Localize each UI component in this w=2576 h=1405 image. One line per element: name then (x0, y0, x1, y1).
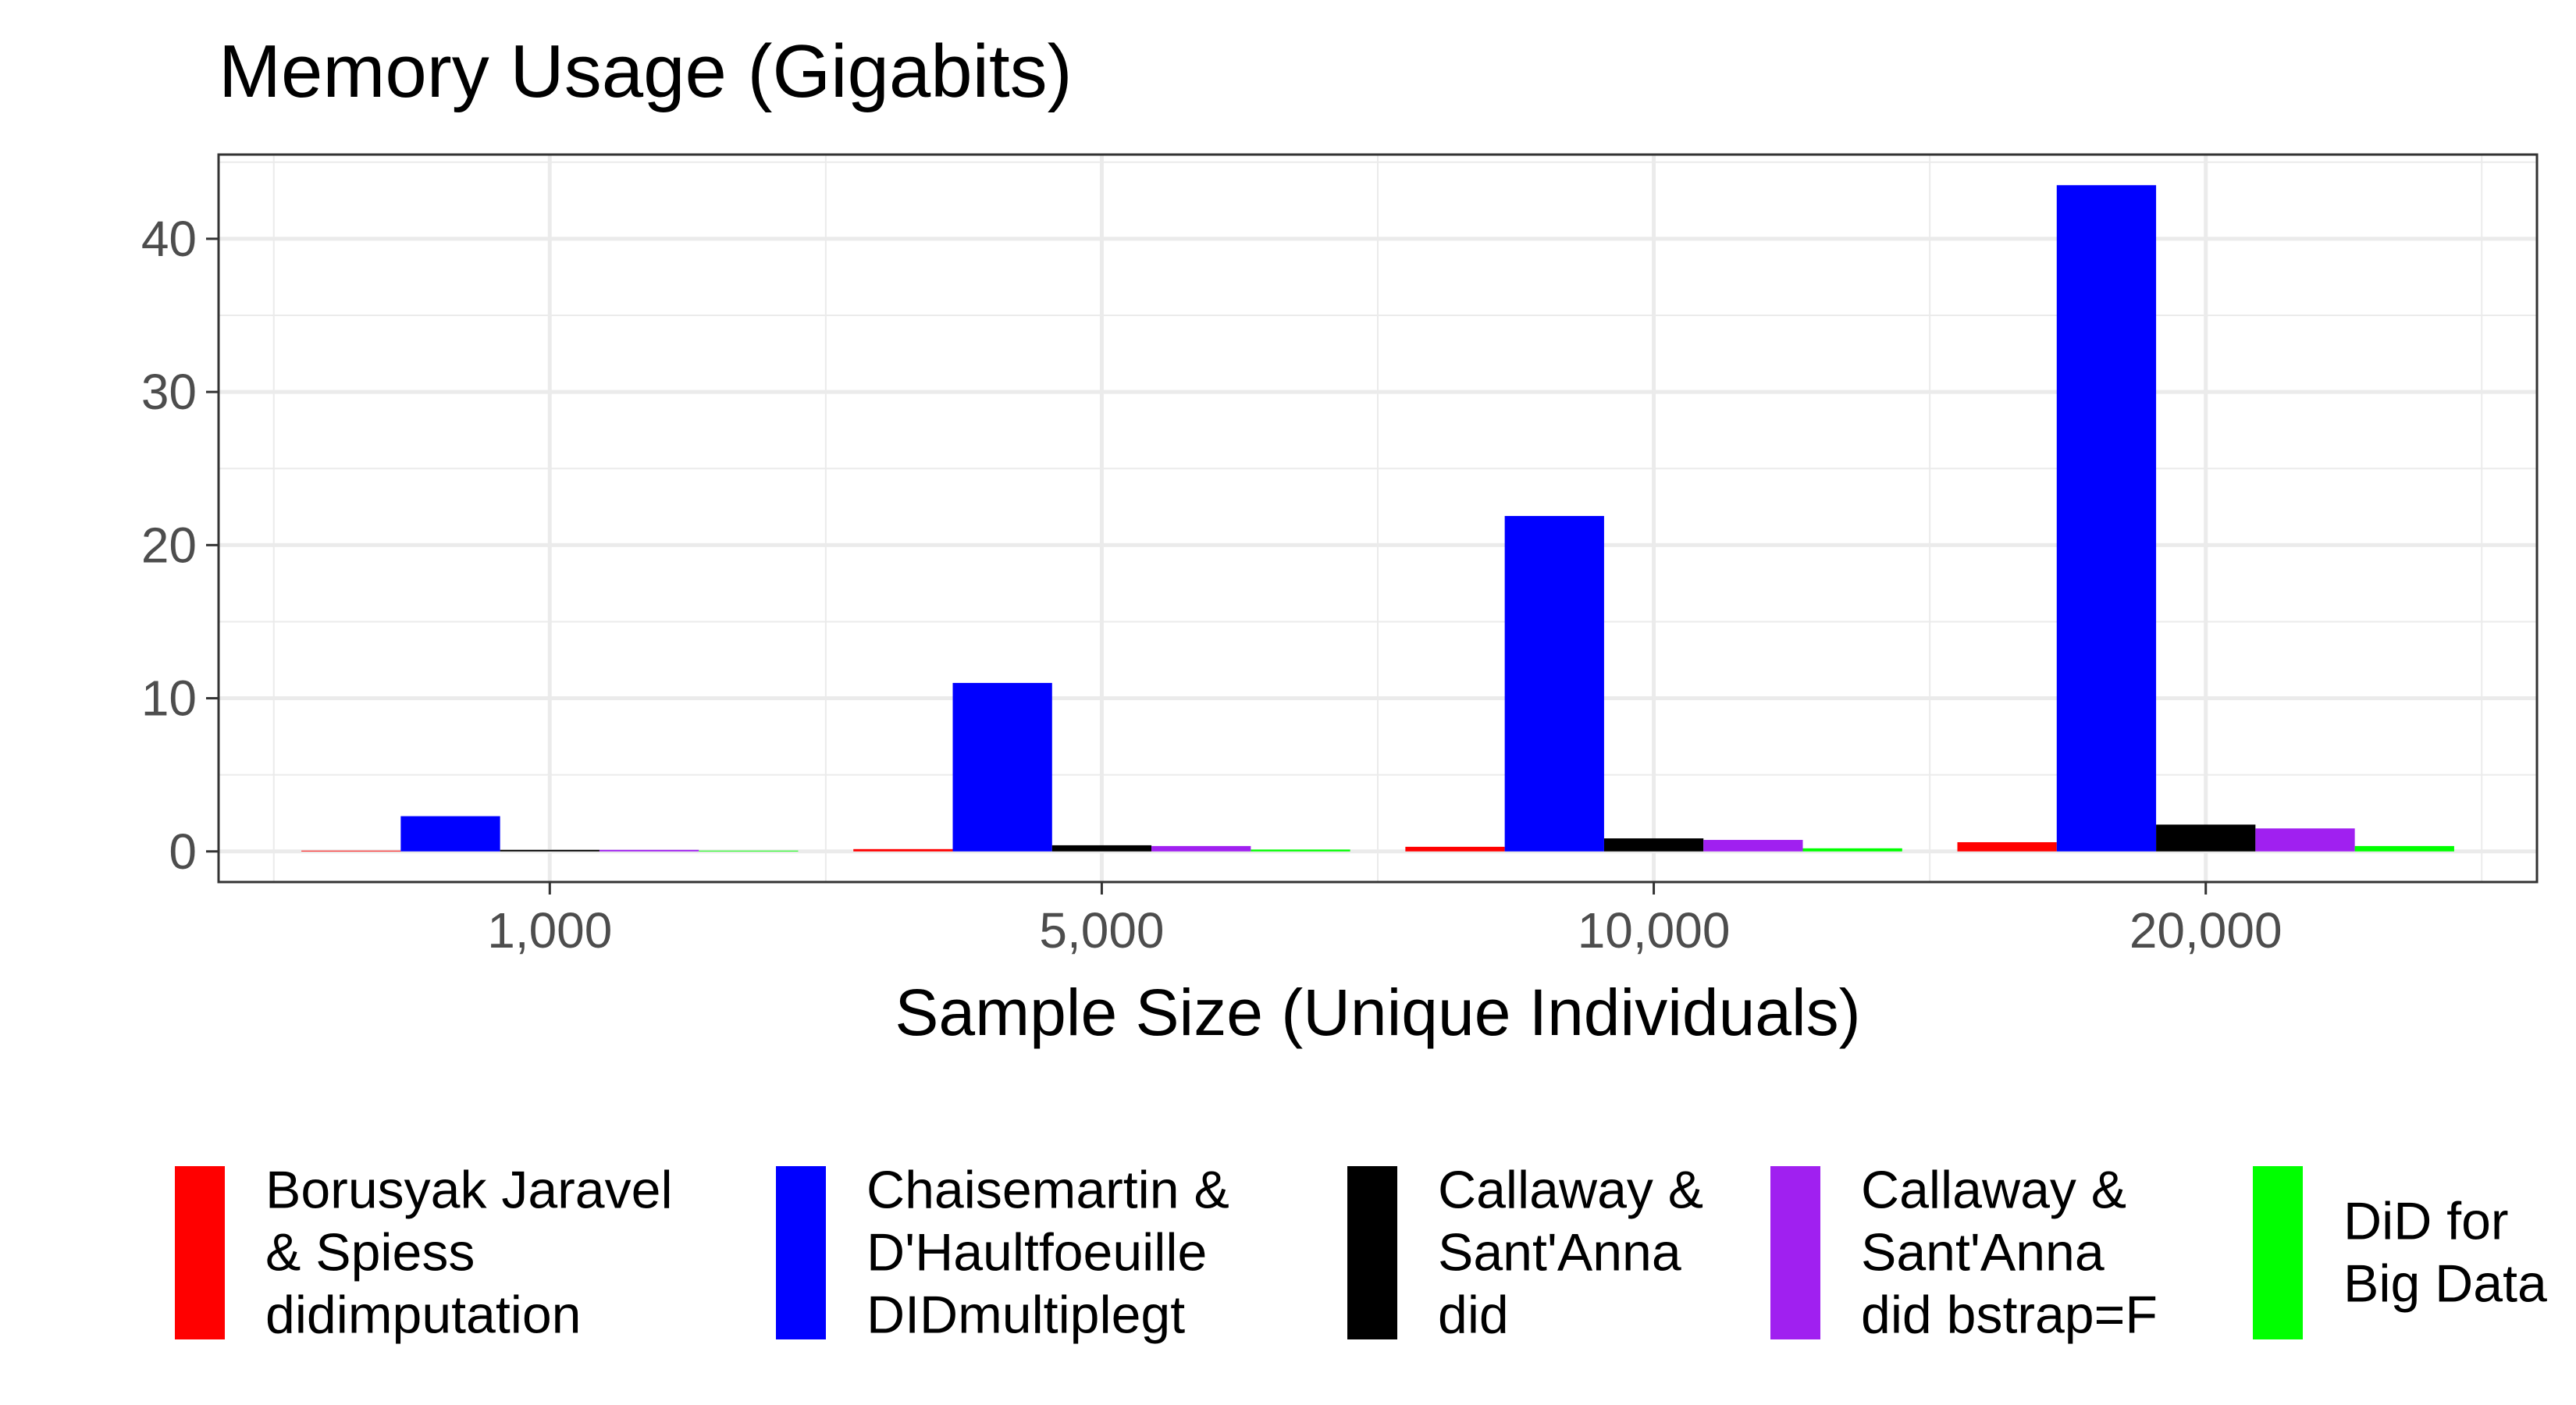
legend-label: Borusyak Jaravel (265, 1160, 673, 1219)
bar (2255, 828, 2355, 852)
legend-swatch (1770, 1166, 1820, 1339)
y-tick-label: 10 (141, 670, 197, 727)
bar (1504, 516, 1604, 852)
y-tick-label: 40 (141, 211, 197, 267)
bars (301, 185, 2454, 852)
legend-label: DIDmultiplegt (866, 1285, 1185, 1344)
legend-swatch (1347, 1166, 1397, 1339)
bar (1405, 846, 1505, 852)
bar (1151, 845, 1251, 852)
legend-item: Chaisemartin &D'HaultfoeuilleDIDmultiple… (776, 1160, 1229, 1344)
legend-swatch (776, 1166, 826, 1339)
y-tick-label: 30 (141, 364, 197, 420)
legend-label: D'Haultfoeuille (866, 1222, 1207, 1282)
bar (400, 816, 500, 852)
x-tick-label: 1,000 (487, 902, 612, 959)
bar (1603, 838, 1704, 852)
bar (301, 850, 401, 852)
bar (699, 850, 799, 852)
legend-swatch (175, 1166, 225, 1339)
x-tick-label: 5,000 (1039, 902, 1164, 959)
bar (2156, 824, 2256, 852)
bar (2354, 845, 2454, 852)
legend-label: DiD for (2343, 1191, 2509, 1250)
bar (599, 849, 699, 852)
bar (1802, 848, 1902, 852)
legend-label: & Spiess (265, 1222, 475, 1282)
legend-label: Callaway & (1438, 1160, 1703, 1219)
legend-label: did (1438, 1285, 1509, 1344)
bar (1703, 840, 1803, 852)
legend-label: Sant'Anna (1861, 1222, 2105, 1282)
legend-label: did bstrap=F (1861, 1285, 2158, 1344)
x-tick-label: 20,000 (2129, 902, 2282, 959)
bar (500, 849, 600, 852)
bar (1957, 841, 2057, 852)
axes: 0 10 20 30 40 1,000 5,000 10,000 20,000 (141, 211, 2282, 959)
legend-swatch (2253, 1166, 2303, 1339)
x-tick-label: 10,000 (1578, 902, 1731, 959)
x-axis-title: Sample Size (Unique Individuals) (895, 976, 1860, 1049)
legend-label: didimputation (265, 1285, 581, 1344)
bar (1051, 845, 1152, 852)
bar (1251, 849, 1350, 852)
chart-title: Memory Usage (Gigabits) (219, 30, 1073, 113)
legend-label: Sant'Anna (1438, 1222, 1681, 1282)
plot-border (217, 153, 2539, 884)
legend-label: Big Data (2343, 1254, 2547, 1313)
bar (952, 682, 1052, 852)
y-tick-label: 0 (169, 823, 197, 880)
legend-label: Callaway & (1861, 1160, 2126, 1219)
bar (2056, 185, 2157, 852)
y-tick-label: 20 (141, 517, 197, 573)
bar (853, 848, 953, 852)
legend-label: Chaisemartin & (866, 1160, 1229, 1219)
